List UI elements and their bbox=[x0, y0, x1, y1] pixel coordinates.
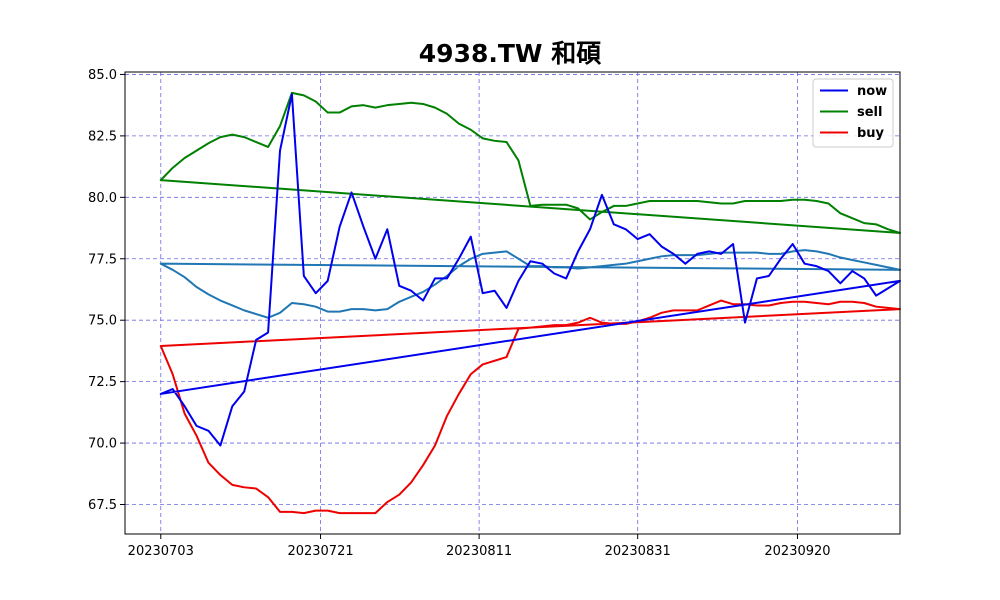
y-tick-label: 77.5 bbox=[88, 252, 117, 267]
legend-label-sell: sell bbox=[857, 105, 882, 120]
legend-label-buy: buy bbox=[857, 126, 885, 141]
x-tick-label: 20230831 bbox=[605, 544, 671, 559]
y-tick-label: 70.0 bbox=[88, 437, 117, 452]
series-lines bbox=[159, 91, 901, 515]
legend: now sell buy bbox=[812, 78, 894, 148]
plot-frame bbox=[124, 71, 901, 535]
legend-box bbox=[812, 78, 894, 148]
series-line-buy bbox=[159, 299, 901, 515]
axes: 67.5 70.0 72.5 75.0 77.5 80.0 82.5 85.0 20230703… bbox=[88, 68, 831, 559]
x-tick-label: 20230703 bbox=[128, 544, 194, 559]
y-tick-label: 80.0 bbox=[88, 191, 117, 206]
series-line-now bbox=[159, 93, 901, 447]
y-tick-label: 67.5 bbox=[88, 498, 117, 513]
x-tick-label: 20230811 bbox=[446, 544, 512, 559]
grid-lines bbox=[125, 72, 900, 534]
legend-label-now: now bbox=[857, 84, 887, 99]
series-line-sell bbox=[159, 91, 901, 234]
x-tick-label: 20230721 bbox=[287, 544, 353, 559]
y-tick-label: 82.5 bbox=[88, 129, 117, 144]
x-tick-label: 20230920 bbox=[764, 544, 830, 559]
y-tick-label: 75.0 bbox=[88, 314, 117, 329]
y-tick-label: 72.5 bbox=[88, 375, 117, 390]
y-tick-label: 85.0 bbox=[88, 68, 117, 83]
chart-title: 4938.TW 和碩 bbox=[419, 39, 601, 68]
